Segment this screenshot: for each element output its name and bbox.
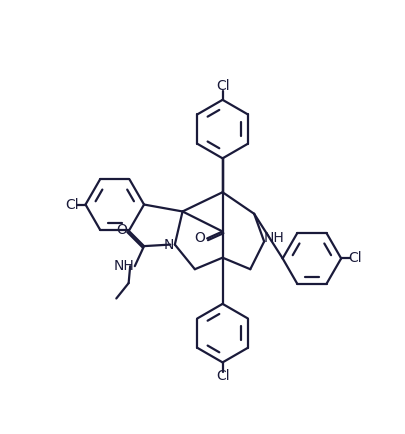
Text: Cl: Cl [65,197,79,211]
Text: Cl: Cl [348,251,362,266]
Text: NH: NH [114,259,134,273]
Text: NH: NH [264,230,285,245]
Text: O: O [194,231,205,245]
Text: O: O [116,223,127,237]
Text: Cl: Cl [216,369,229,383]
Text: N: N [164,237,174,252]
Text: Cl: Cl [216,79,229,93]
